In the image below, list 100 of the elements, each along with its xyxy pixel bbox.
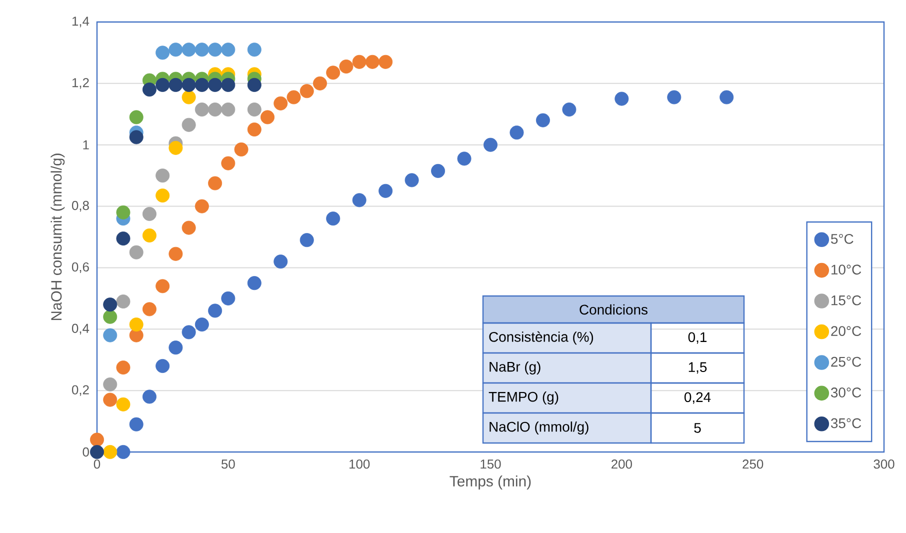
x-tick-label: 150 (480, 460, 501, 469)
y-axis-title: NaOH consumit (mmol/g) (50, 154, 65, 320)
point (457, 152, 472, 166)
point (129, 110, 144, 124)
point (103, 445, 118, 459)
point (536, 113, 550, 128)
point (221, 156, 236, 170)
point (156, 359, 170, 373)
point (142, 206, 156, 221)
point (247, 42, 262, 57)
point (312, 76, 327, 90)
point (168, 246, 183, 261)
point (182, 118, 196, 132)
point (260, 110, 275, 124)
annotation: 0,24 (684, 392, 711, 404)
point (208, 102, 222, 117)
annotation: 1,5 (688, 362, 707, 374)
point (182, 78, 196, 92)
point (510, 126, 524, 140)
point (142, 390, 156, 404)
point (720, 90, 734, 104)
point (129, 130, 144, 144)
point (194, 318, 209, 332)
point (247, 122, 262, 136)
point (431, 164, 446, 178)
annotation: NaBr (g) (490, 361, 540, 374)
point (116, 232, 130, 246)
legend-label: 10°C (832, 264, 862, 275)
point (614, 92, 629, 106)
point (208, 176, 222, 190)
point (168, 340, 183, 355)
y-tick-label: 1 (83, 140, 89, 150)
legend-label: 35°C (830, 418, 862, 428)
point (378, 184, 393, 198)
point (221, 42, 236, 57)
x-tick-label: 300 (874, 460, 894, 469)
legend-label: 5°C (831, 234, 854, 244)
point (378, 54, 393, 69)
point (208, 42, 222, 57)
point (404, 173, 419, 188)
point (300, 233, 314, 248)
point (168, 42, 183, 57)
point (90, 432, 104, 447)
x-tick-label: 0 (94, 460, 100, 469)
point (182, 325, 196, 340)
point (129, 245, 144, 260)
annotation: Condicions (580, 304, 648, 315)
point (116, 397, 130, 412)
point (142, 228, 156, 242)
point (326, 66, 340, 80)
x-axis-title: Temps (min) (450, 476, 531, 490)
legend-label: 30°C (830, 388, 862, 398)
point (221, 102, 236, 117)
point (352, 193, 366, 208)
point (129, 318, 144, 332)
y-tick-label: 0,8 (72, 200, 89, 212)
point (168, 78, 183, 92)
point (156, 46, 170, 60)
point (156, 279, 170, 294)
legend-label: 20°C (831, 326, 862, 336)
legend-label: 25°C (831, 356, 862, 367)
point (326, 212, 340, 226)
annotation: TEMPO (g) (488, 391, 558, 404)
point (116, 360, 130, 375)
point (300, 84, 314, 98)
annotation: 0,1 (688, 332, 707, 344)
point (156, 168, 170, 183)
point (90, 445, 104, 459)
point (103, 310, 118, 324)
y-tick-label: 0,2 (72, 385, 89, 396)
point (221, 78, 236, 92)
point (142, 82, 156, 97)
point (194, 78, 209, 92)
point (194, 199, 209, 214)
point (116, 445, 130, 459)
point (274, 254, 288, 269)
point (562, 102, 576, 117)
point (247, 276, 262, 290)
point (274, 96, 288, 110)
y-tick-label: 1,2 (72, 78, 89, 89)
point (339, 60, 354, 74)
point (156, 78, 170, 92)
point (194, 42, 209, 57)
x-tick-label: 200 (612, 460, 632, 469)
point (129, 417, 144, 432)
y-tick-label: 0,4 (72, 324, 90, 334)
point (208, 78, 222, 92)
point (247, 78, 262, 92)
legend-label: 15°C (832, 295, 862, 306)
x-tick-label: 250 (742, 460, 764, 469)
point (286, 90, 301, 104)
annotation: 5 (694, 423, 701, 433)
point (247, 102, 262, 117)
point (168, 140, 183, 155)
x-tick-label: 50 (221, 460, 235, 469)
annotation: Consistència (%) (489, 331, 594, 345)
point (352, 54, 366, 69)
y-tick-label: 0,6 (72, 262, 89, 274)
point (103, 392, 118, 407)
point (484, 138, 498, 152)
